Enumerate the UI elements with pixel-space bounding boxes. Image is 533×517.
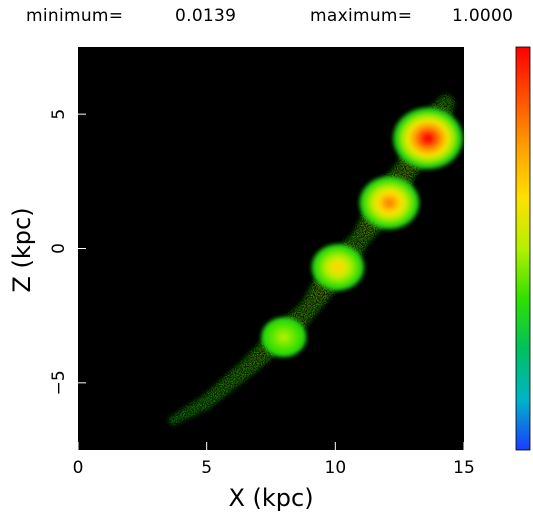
plot-background — [78, 47, 464, 450]
x-tick-label: 5 — [201, 458, 212, 478]
density-peak — [359, 176, 420, 230]
minimum-label: minimum= — [26, 6, 124, 26]
x-axis-title: X (kpc) — [228, 484, 313, 512]
maximum-value: 1.0000 — [452, 6, 514, 26]
maximum-label: maximum= — [310, 6, 413, 26]
x-tick-label: 10 — [325, 458, 347, 478]
density-peak — [311, 244, 365, 291]
x-tick-label: 15 — [453, 458, 475, 478]
y-axis-ticks: 5 0 −5 — [49, 109, 86, 395]
y-tick-label: 5 — [49, 109, 69, 120]
x-tick-label: 0 — [73, 458, 84, 478]
density-map — [168, 94, 463, 426]
y-tick-label: −5 — [49, 370, 69, 395]
y-axis-title: Z (kpc) — [8, 207, 36, 292]
colorbar — [515, 46, 531, 451]
y-tick-label: 0 — [49, 243, 69, 254]
minimum-value: 0.0139 — [175, 6, 237, 26]
density-peak — [393, 107, 463, 169]
density-peak — [261, 317, 307, 357]
x-axis-ticks: 0 5 10 15 — [73, 442, 475, 478]
